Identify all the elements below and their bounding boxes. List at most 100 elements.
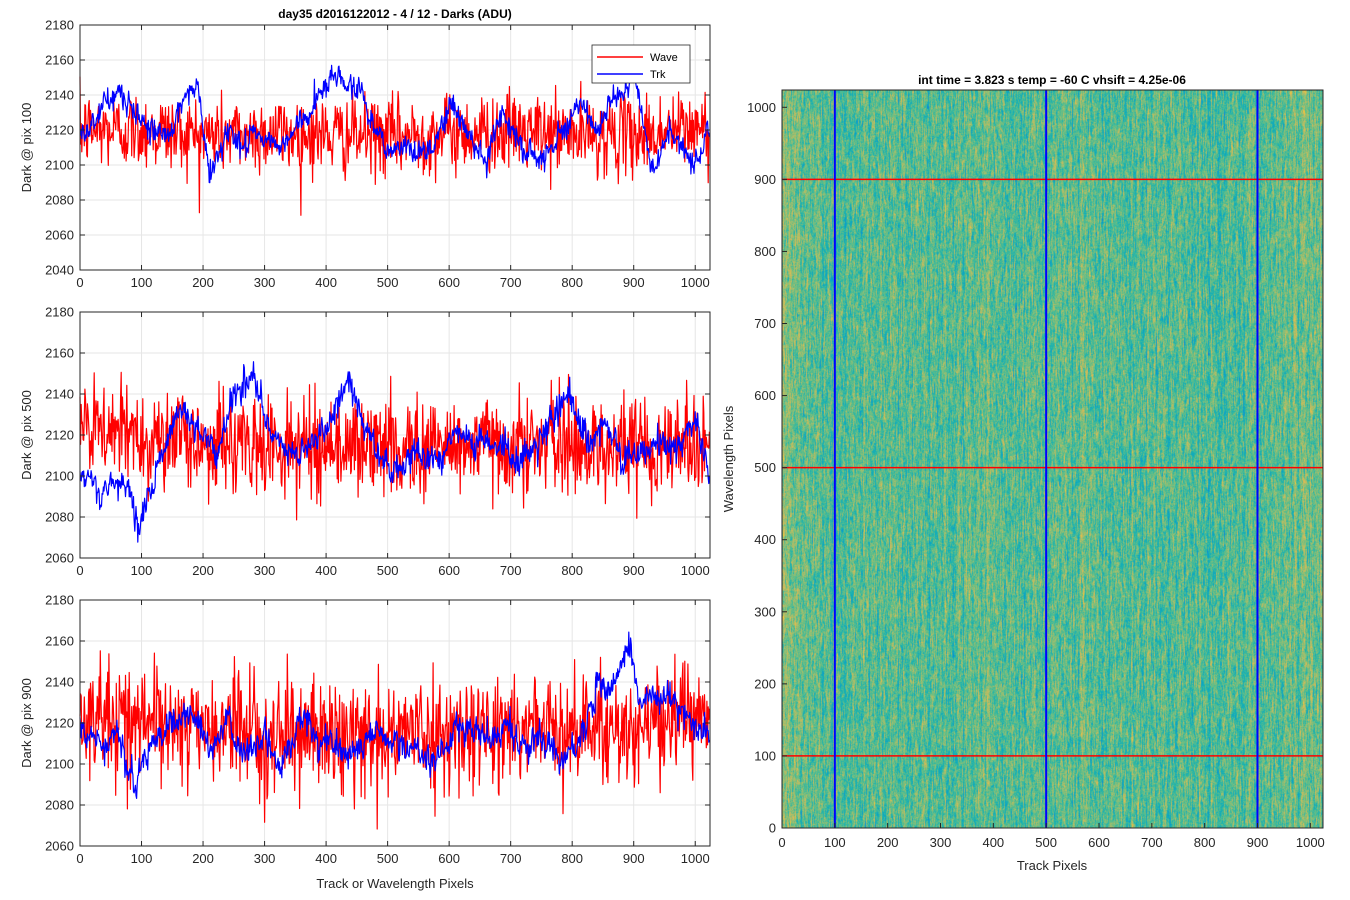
panel2-series [79, 361, 710, 543]
heatmap-ytick-label: 200 [754, 676, 776, 691]
heatmap-ytick-label: 400 [754, 532, 776, 547]
figure-title: day35 d2016122012 - 4 / 12 - Darks (ADU) [278, 7, 511, 21]
panel1-xtick-label: 900 [623, 275, 645, 290]
heatmap-ytick-label: 900 [754, 172, 776, 187]
panel1-series [79, 64, 710, 216]
heatmap-ytick-label: 600 [754, 388, 776, 403]
panel3-series [79, 631, 710, 830]
legend-trk-label: Trk [650, 69, 666, 81]
panel2-ylabel: Dark @ pix 500 [19, 390, 34, 480]
panel3-xtick-label: 200 [192, 851, 214, 866]
panel-heatmap: int time = 3.823 s temp = -60 C vhsift =… [721, 73, 1325, 873]
heatmap-image [782, 90, 1323, 828]
panel3-xtick-label: 500 [377, 851, 399, 866]
panel1-xtick-label: 1000 [681, 275, 710, 290]
heatmap-xtick-label: 800 [1194, 835, 1216, 850]
panel3-xtick-label: 800 [561, 851, 583, 866]
heatmap-xtick-label: 400 [982, 835, 1004, 850]
panel3-ylabel: Dark @ pix 900 [19, 678, 34, 768]
panel1-xtick-label: 800 [561, 275, 583, 290]
panel1-xtick-label: 0 [76, 275, 83, 290]
panel1-legend: Wave Trk [591, 44, 691, 84]
panel3-xtick-label: 0 [76, 851, 83, 866]
heatmap-ytick-label: 0 [769, 821, 776, 836]
panel1-ylabel: Dark @ pix 100 [19, 103, 34, 193]
heatmap-xtick-label: 900 [1247, 835, 1269, 850]
heatmap-ytick-label: 100 [754, 748, 776, 763]
panel1-ytick-label: 2160 [45, 53, 74, 68]
panel-dark-pix-100: 0 100 200 300 400 500 600 700 800 900 1000 2040 2060… [19, 18, 711, 290]
panel3-xtick-label: 300 [254, 851, 276, 866]
panel3-ytick-label: 2080 [45, 798, 74, 813]
heatmap-ytick-label: 700 [754, 316, 776, 331]
panel1-xtick-label: 500 [377, 275, 399, 290]
panel1-ytick-label: 2100 [45, 158, 74, 173]
panel1-xtick-label: 300 [254, 275, 276, 290]
heatmap-xtick-label: 0 [778, 835, 785, 850]
heatmap-ylabel: Wavelength Pixels [721, 405, 736, 512]
panel3-ticks: 0 100 200 300 400 500 600 700 800 900 1000 2060 2080… [45, 593, 710, 866]
panel1-ytick-label: 2120 [45, 123, 74, 138]
panel2-xtick-label: 600 [438, 563, 460, 578]
panel2-ticks: 0 100 200 300 400 500 600 700 800 900 1000 2060 2080… [45, 305, 710, 578]
panel2-ytick-label: 2120 [45, 428, 74, 443]
panel1-ytick-label: 2040 [45, 263, 74, 278]
panel2-xtick-label: 500 [377, 563, 399, 578]
panel3-xtick-label: 600 [438, 851, 460, 866]
panel1-xtick-label: 400 [315, 275, 337, 290]
panel1-xtick-label: 600 [438, 275, 460, 290]
panel3-ytick-label: 2140 [45, 675, 74, 690]
panel3-series-trk [79, 631, 710, 800]
panel1-series-wave [79, 76, 710, 216]
panel2-ytick-label: 2160 [45, 346, 74, 361]
legend-wave-label: Wave [650, 52, 678, 64]
panel3-ytick-label: 2120 [45, 716, 74, 731]
panel-dark-pix-500: 0 100 200 300 400 500 600 700 800 900 1000 2060 2080… [19, 305, 711, 578]
heatmap-xtick-label: 1000 [1296, 835, 1325, 850]
panel2-xtick-label: 300 [254, 563, 276, 578]
panel2-xtick-label: 100 [131, 563, 153, 578]
panel1-xtick-label: 100 [131, 275, 153, 290]
panel2-xtick-label: 200 [192, 563, 214, 578]
panel3-ytick-label: 2180 [45, 593, 74, 608]
heatmap-ytick-label: 300 [754, 604, 776, 619]
panel2-ytick-label: 2060 [45, 551, 74, 566]
heatmap-frame [781, 89, 1324, 829]
heatmap-xlabel: Track Pixels [1017, 858, 1088, 873]
panel2-ytick-label: 2180 [45, 305, 74, 320]
heatmap-xtick-label: 600 [1088, 835, 1110, 850]
panel3-xtick-label: 100 [131, 851, 153, 866]
panel1-ytick-label: 2180 [45, 18, 74, 33]
panel2-xtick-label: 400 [315, 563, 337, 578]
panel3-ytick-label: 2100 [45, 757, 74, 772]
heatmap-ytick-label: 500 [754, 460, 776, 475]
panel1-frame [79, 24, 711, 271]
panel1-ytick-label: 2140 [45, 88, 74, 103]
heatmap-xtick-label: 200 [877, 835, 899, 850]
heatmap-title: int time = 3.823 s temp = -60 C vhsift =… [918, 73, 1186, 87]
panel2-ytick-label: 2140 [45, 387, 74, 402]
heatmap-ytick-label: 1000 [747, 100, 776, 115]
heatmap-ticks: 0 100 200 300 400 500 600 700 800 900 1000 0 100 200 3… [747, 100, 1325, 850]
panel3-ytick-label: 2060 [45, 839, 74, 854]
panel2-series-wave [79, 371, 710, 521]
heatmap-xtick-label: 300 [930, 835, 952, 850]
heatmap-xtick-label: 700 [1141, 835, 1163, 850]
panel1-ytick-label: 2060 [45, 228, 74, 243]
heatmap-xtick-label: 100 [824, 835, 846, 850]
panel3-xtick-label: 400 [315, 851, 337, 866]
panel1-xtick-label: 700 [500, 275, 522, 290]
heatmap-markers [782, 90, 1323, 828]
panel3-xtick-label: 700 [500, 851, 522, 866]
panel1-ytick-label: 2080 [45, 193, 74, 208]
panel3-xtick-label: 1000 [681, 851, 710, 866]
heatmap-xtick-label: 500 [1035, 835, 1057, 850]
panel1-xtick-label: 200 [192, 275, 214, 290]
panel2-xtick-label: 700 [500, 563, 522, 578]
panel2-xtick-label: 0 [76, 563, 83, 578]
panel2-series-trk [79, 361, 710, 543]
panel3-xtick-label: 900 [623, 851, 645, 866]
panel1-ticks: 0 100 200 300 400 500 600 700 800 900 1000 2040 2060… [45, 18, 710, 290]
panel2-ytick-label: 2080 [45, 510, 74, 525]
